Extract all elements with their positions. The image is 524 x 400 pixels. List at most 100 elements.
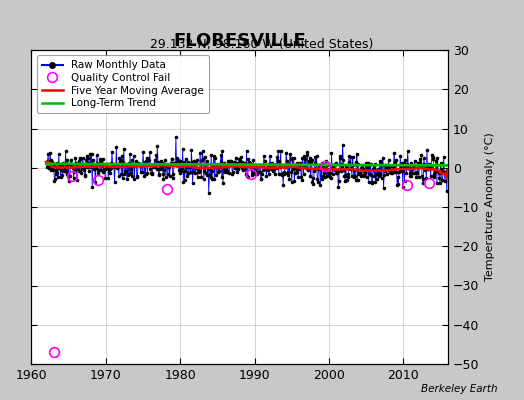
Point xyxy=(64,172,72,179)
Point xyxy=(214,169,222,175)
Point xyxy=(347,165,355,171)
Point xyxy=(393,182,401,188)
Point xyxy=(222,166,230,172)
Point xyxy=(343,177,351,183)
Point xyxy=(159,176,168,182)
Point xyxy=(261,166,269,172)
Point xyxy=(304,167,312,174)
Point xyxy=(144,156,152,162)
Point xyxy=(186,164,194,170)
Point xyxy=(75,155,84,161)
Point xyxy=(312,165,320,171)
Point xyxy=(369,164,378,170)
Point xyxy=(74,168,83,175)
Point xyxy=(89,162,97,169)
Point xyxy=(172,134,180,140)
Point xyxy=(348,154,357,160)
Point xyxy=(250,171,259,178)
Point xyxy=(432,158,441,164)
Point xyxy=(248,170,257,176)
Point xyxy=(51,176,59,183)
Point xyxy=(413,170,421,176)
Point xyxy=(289,166,297,172)
Point xyxy=(397,168,406,174)
Point xyxy=(232,154,240,161)
Point xyxy=(367,172,375,178)
Point xyxy=(353,177,362,183)
Point xyxy=(227,158,235,164)
Point xyxy=(384,167,392,174)
Point xyxy=(282,158,291,164)
Point xyxy=(429,154,438,160)
Point xyxy=(245,158,253,165)
Point xyxy=(331,167,339,174)
Point xyxy=(68,164,77,170)
Point xyxy=(157,158,165,164)
Point xyxy=(285,161,293,168)
Point xyxy=(217,174,226,180)
Point xyxy=(439,169,447,176)
Point xyxy=(220,160,228,166)
Point xyxy=(230,158,238,165)
Point xyxy=(301,164,309,171)
Point xyxy=(81,172,90,179)
Point xyxy=(77,170,85,176)
Point xyxy=(43,158,52,164)
Point xyxy=(115,172,123,179)
Point xyxy=(147,170,155,176)
Point xyxy=(283,170,292,176)
Point xyxy=(241,164,249,170)
Point xyxy=(112,144,121,150)
Point xyxy=(62,171,71,178)
Point xyxy=(425,162,434,169)
Point xyxy=(270,165,278,171)
Point xyxy=(164,162,172,169)
Point xyxy=(357,165,365,172)
Point xyxy=(199,156,208,162)
Point xyxy=(140,173,148,179)
Point xyxy=(416,160,424,166)
Point xyxy=(426,164,434,171)
Point xyxy=(265,161,274,167)
Point xyxy=(48,158,56,165)
Point xyxy=(417,163,425,170)
Point xyxy=(390,150,398,156)
Point xyxy=(162,162,171,169)
Point xyxy=(173,156,182,163)
Point xyxy=(271,165,280,171)
Point xyxy=(66,173,74,180)
Point xyxy=(47,157,55,163)
Point xyxy=(402,164,410,170)
Point xyxy=(185,162,194,169)
Y-axis label: Temperature Anomaly (°C): Temperature Anomaly (°C) xyxy=(485,133,495,281)
Point xyxy=(191,170,199,177)
Point xyxy=(101,166,109,173)
Point xyxy=(292,165,300,171)
Point xyxy=(335,177,343,184)
Point xyxy=(299,162,307,169)
Point xyxy=(97,159,106,166)
Point xyxy=(143,170,151,176)
Point xyxy=(328,150,336,156)
Point xyxy=(203,158,211,164)
Point xyxy=(421,164,430,170)
Point xyxy=(177,168,185,174)
Point xyxy=(45,164,53,171)
Point xyxy=(59,160,67,166)
Point xyxy=(259,162,267,169)
Point xyxy=(261,165,270,171)
Point xyxy=(197,174,205,180)
Point xyxy=(141,171,150,178)
Point xyxy=(263,165,271,171)
Point xyxy=(84,155,92,162)
Point xyxy=(111,164,119,170)
Point xyxy=(67,157,75,164)
Point xyxy=(50,178,59,184)
Point xyxy=(424,166,432,172)
Text: 29.132 N, 98.160 W (United States): 29.132 N, 98.160 W (United States) xyxy=(150,38,374,51)
Point xyxy=(92,160,101,167)
Point xyxy=(64,161,73,168)
Point xyxy=(403,161,411,168)
Point xyxy=(279,169,288,176)
Point xyxy=(433,180,441,186)
